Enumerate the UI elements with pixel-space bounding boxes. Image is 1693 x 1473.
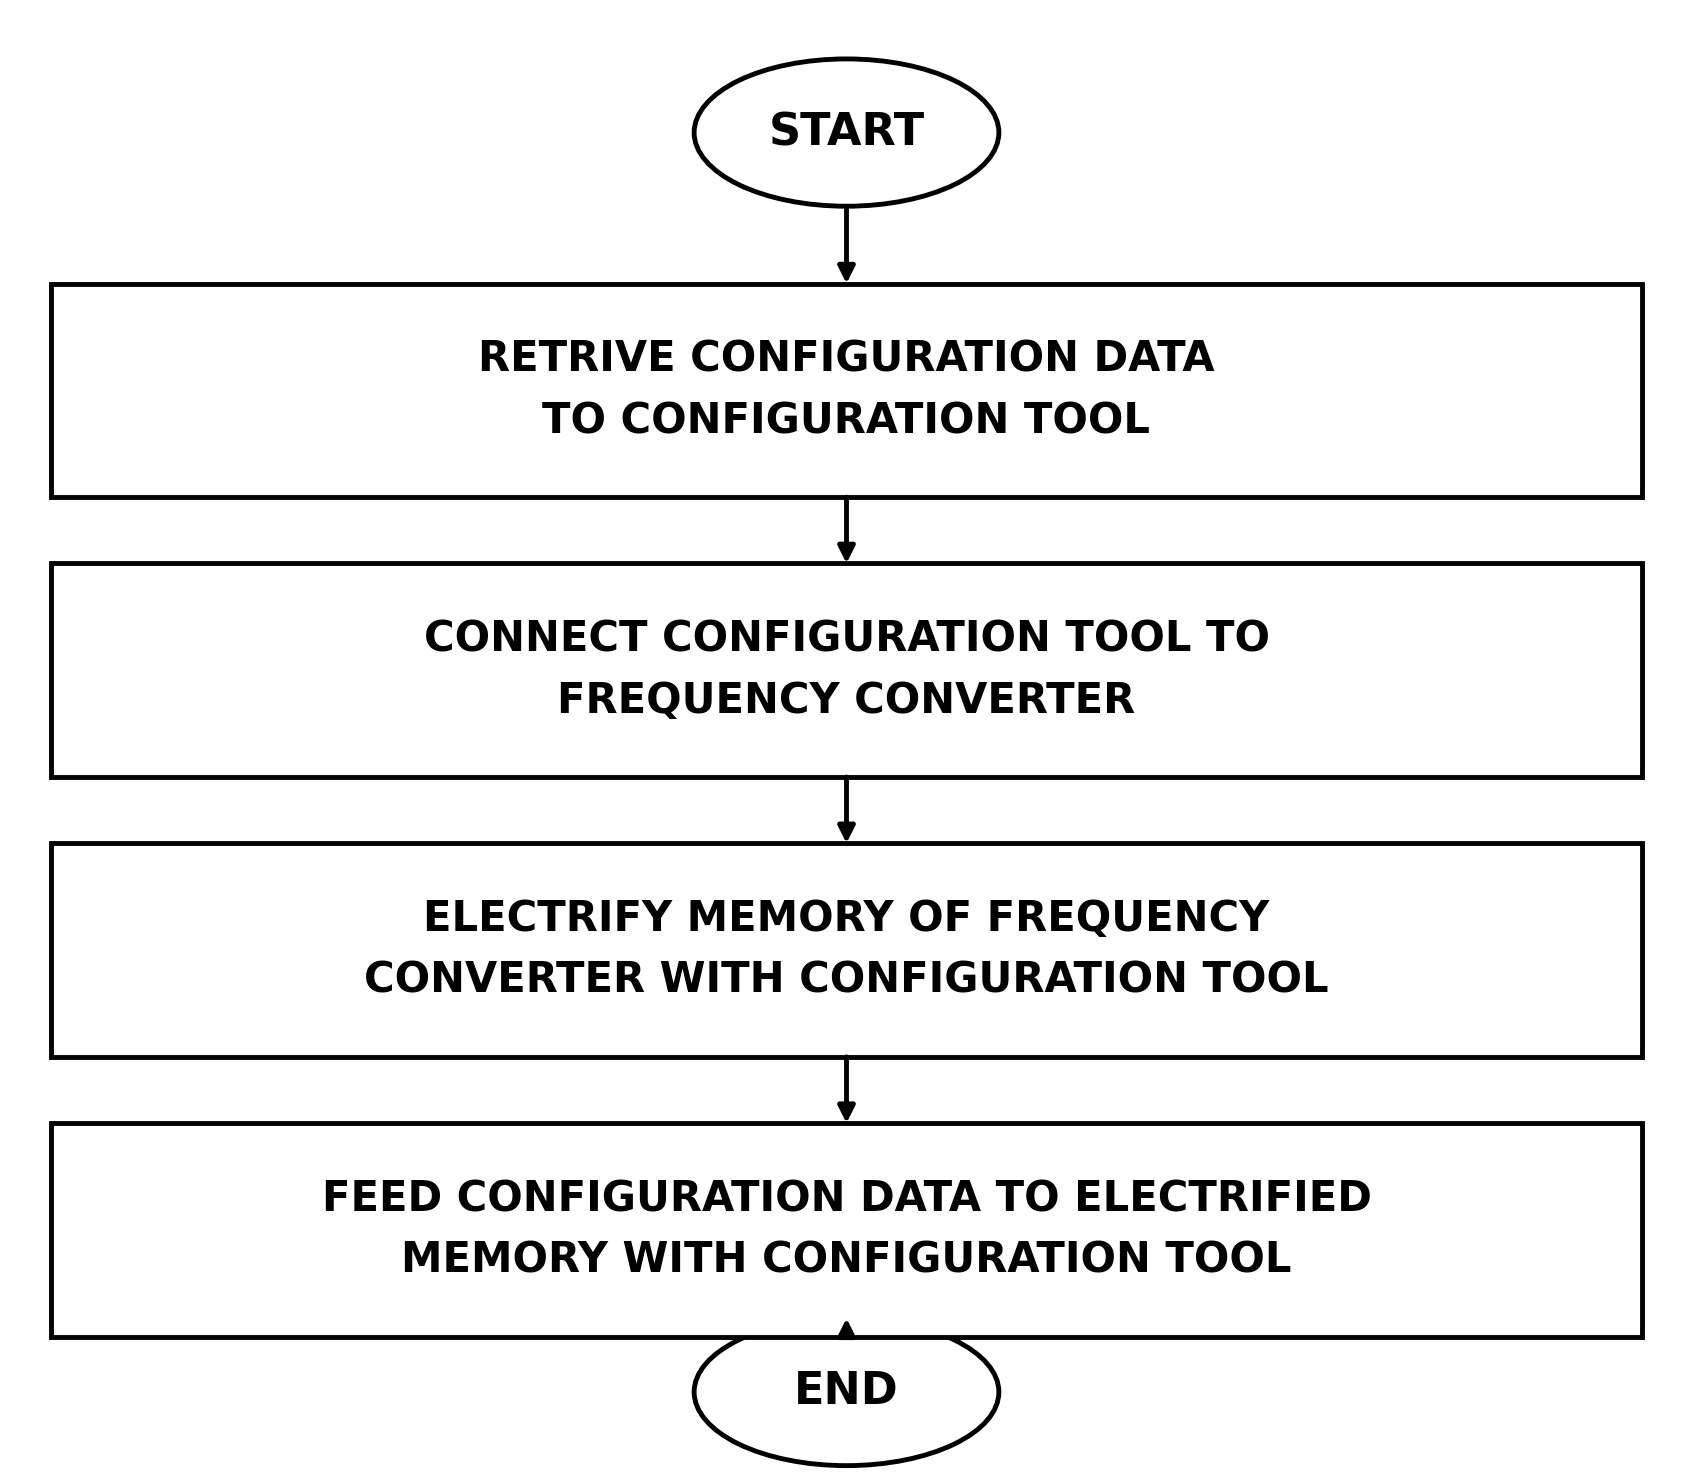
- FancyBboxPatch shape: [51, 843, 1642, 1058]
- FancyBboxPatch shape: [51, 283, 1642, 498]
- Text: CONNECT CONFIGURATION TOOL TO
FREQUENCY CONVERTER: CONNECT CONFIGURATION TOOL TO FREQUENCY …: [423, 619, 1270, 722]
- Text: START: START: [769, 110, 924, 155]
- Text: ELECTRIFY MEMORY OF FREQUENCY
CONVERTER WITH CONFIGURATION TOOL: ELECTRIFY MEMORY OF FREQUENCY CONVERTER …: [364, 899, 1329, 1002]
- Ellipse shape: [694, 59, 999, 206]
- FancyBboxPatch shape: [51, 563, 1642, 778]
- Text: END: END: [794, 1370, 899, 1414]
- Text: RETRIVE CONFIGURATION DATA
TO CONFIGURATION TOOL: RETRIVE CONFIGURATION DATA TO CONFIGURAT…: [477, 339, 1216, 442]
- Ellipse shape: [694, 1318, 999, 1466]
- FancyBboxPatch shape: [51, 1124, 1642, 1337]
- Text: FEED CONFIGURATION DATA TO ELECTRIFIED
MEMORY WITH CONFIGURATION TOOL: FEED CONFIGURATION DATA TO ELECTRIFIED M…: [322, 1178, 1371, 1282]
